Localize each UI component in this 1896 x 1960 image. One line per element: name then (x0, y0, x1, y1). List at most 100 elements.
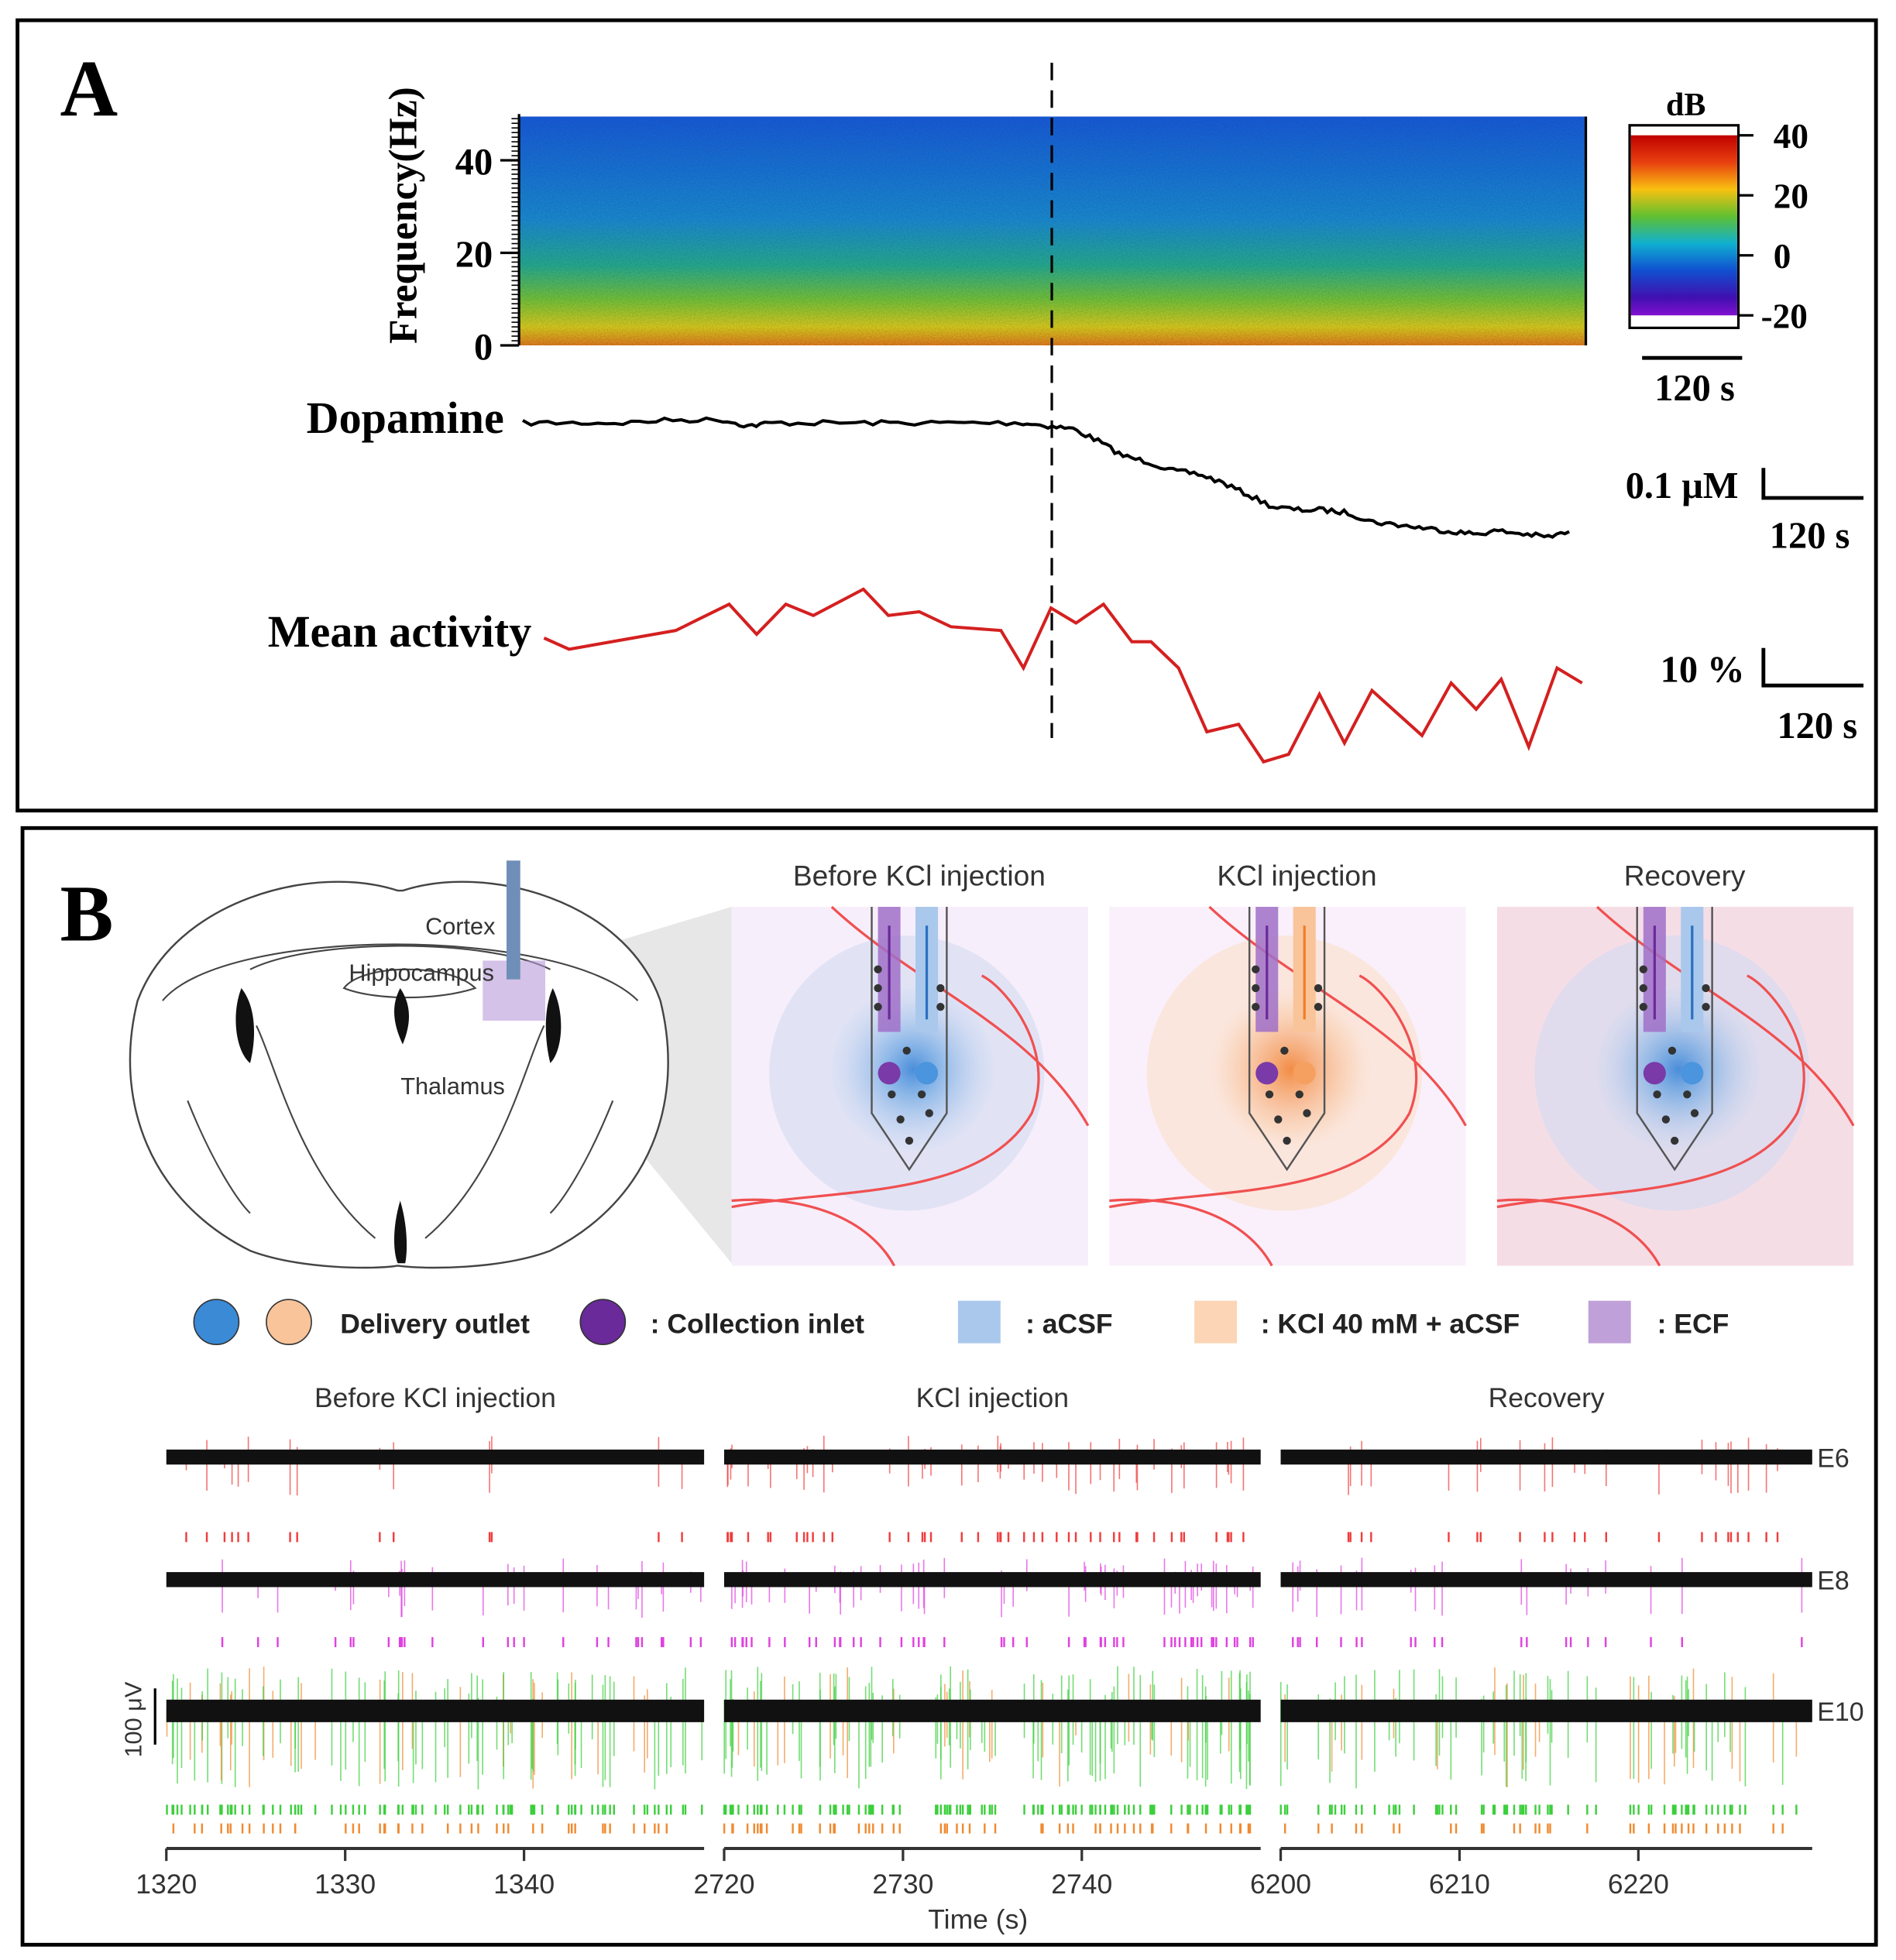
blood-vessel (830, 905, 1090, 1127)
legend-kcl: : KCl 40 mM + aCSF (1261, 1309, 1520, 1340)
electrode-site (1683, 1090, 1692, 1099)
electrode-site (902, 1046, 911, 1055)
delivery-outlet-blue-icon (193, 1299, 240, 1346)
delivery-outlet (915, 1062, 939, 1085)
recording-segment: Recovery E6 E8 E10 6200 6210 6220 (1250, 1382, 1864, 1900)
electrode-site (896, 1115, 905, 1124)
electrode-site (874, 1003, 882, 1011)
blood-vessel (1109, 974, 1418, 1209)
electrode-site (1702, 983, 1710, 993)
segment-title: KCl injection (916, 1382, 1069, 1413)
time-tick-label: 6200 (1250, 1869, 1311, 1900)
legend-acsf: : aCSF (1025, 1309, 1112, 1340)
blood-vessel (1496, 974, 1805, 1209)
blood-vessel (731, 1198, 895, 1267)
colorbar-label: 0 (1774, 237, 1791, 276)
diffusion-core (1597, 987, 1760, 1151)
diffusion-core (1209, 987, 1372, 1151)
dopamine-scale-y-label: 0.1 μM (1626, 465, 1739, 506)
ytick-label-20: 20 (455, 234, 493, 275)
legend: Delivery outlet : Collection inlet : aCS… (193, 1299, 1729, 1346)
condition-diagram: KCl injection (1109, 860, 1467, 1267)
voltage-scale-label: 100 μV (119, 1681, 146, 1757)
diffusion-core (831, 987, 994, 1151)
time-tick-label: 2740 (1051, 1869, 1112, 1900)
collection-inlet (1255, 1062, 1279, 1085)
baseline-trace (166, 1572, 705, 1588)
electrode-site (1280, 1046, 1289, 1055)
activity-scale-y-label: 10 % (1661, 649, 1745, 690)
brain-structures (187, 968, 614, 1239)
segment-title: Recovery (1489, 1382, 1605, 1413)
electrode-site (936, 1003, 945, 1011)
probe-outline (1636, 907, 1713, 1172)
collection-inlet (878, 1062, 901, 1085)
electrode-site (1265, 1090, 1274, 1099)
kcl-swatch (1194, 1300, 1238, 1344)
baseline-trace (1280, 1449, 1812, 1465)
blood-vessel (1496, 1198, 1661, 1267)
spectrogram-time-scale-label: 120 s (1654, 368, 1735, 409)
blood-vessel (731, 974, 1040, 1209)
brain-section: Cortex Hippocampus Thalamus (129, 860, 732, 1269)
electrode-site (1303, 1109, 1311, 1117)
electrode-site (1639, 1003, 1647, 1011)
electrode-site (917, 1090, 926, 1099)
dopamine-trace (522, 416, 1570, 539)
delivery-outlet-orange-icon (266, 1299, 312, 1346)
recording-segment: Before KCl injection 1320 1330 1340 (136, 1382, 705, 1900)
colorbar-title: dB (1666, 88, 1705, 123)
time-tick-label: 6220 (1608, 1869, 1669, 1900)
colorbar-label: 20 (1774, 177, 1808, 215)
channel-label: E8 (1817, 1567, 1849, 1596)
electrode-site (1668, 1046, 1677, 1055)
colorbar-gradient (1630, 135, 1737, 316)
collection-inlet-icon (579, 1299, 627, 1346)
condition-diagram: Recovery (1496, 860, 1855, 1267)
electrode-site (1283, 1136, 1291, 1145)
dopamine-scale-x-label: 120 s (1770, 516, 1850, 557)
segment-title: Before KCl injection (314, 1382, 556, 1413)
electrode-site (888, 1090, 896, 1099)
condition-title: KCl injection (1217, 860, 1376, 892)
time-tick-label: 6210 (1429, 1869, 1490, 1900)
ytick-label-0: 0 (474, 327, 493, 368)
colorbar: dB 40 20 0 -20 120 s (1628, 88, 1808, 409)
time-axis-label: Time (s) (928, 1903, 1028, 1934)
electrode-site (1274, 1115, 1283, 1124)
probe-outline (1248, 907, 1326, 1172)
channel-label: E10 (1817, 1697, 1863, 1727)
electrode-site (1252, 983, 1260, 993)
condition-diagram: Before KCl injection (731, 860, 1090, 1267)
electrode-site (1702, 1003, 1710, 1011)
electrode-site (936, 983, 945, 993)
electrode-site (1653, 1090, 1661, 1099)
electrode-site (1639, 965, 1647, 973)
acsf-swatch (957, 1300, 1001, 1344)
spike-recordings: Before KCl injection 1320 1330 1340 KCl inje… (136, 1382, 1863, 1900)
dopamine-label: Dopamine (307, 393, 504, 443)
electrode-site (1295, 1090, 1304, 1099)
brain-label-hippocampus: Hippocampus (349, 959, 494, 986)
spectrogram-ylabel: Frequency(Hz) (382, 87, 426, 344)
spike-scalebar: 100 μV (119, 1681, 156, 1758)
mean-activity-label: Mean activity (268, 606, 532, 657)
baseline-trace (166, 1449, 705, 1465)
time-tick-label: 1320 (136, 1869, 197, 1900)
panel-b: B Cortex Hippocampus Thalamus Before KCl… (20, 826, 1878, 1947)
electrode-site (1314, 983, 1323, 993)
panel-a-border (15, 18, 1878, 813)
electrode-site (1639, 983, 1647, 993)
time-tick-label: 1340 (493, 1869, 555, 1900)
baseline-trace (723, 1699, 1261, 1722)
electrode-site (925, 1109, 933, 1117)
electrode-site (1314, 1003, 1323, 1011)
probe-outline (871, 907, 948, 1172)
baseline-trace (166, 1699, 705, 1722)
legend-ecf: : ECF (1657, 1309, 1729, 1340)
recording-segment: KCl injection 2720 2730 2740 (693, 1382, 1261, 1900)
electrode-site (905, 1136, 914, 1145)
colorbar-label: 40 (1774, 117, 1808, 156)
electrode-site (1671, 1136, 1679, 1145)
brain-label-thalamus: Thalamus (400, 1073, 505, 1100)
